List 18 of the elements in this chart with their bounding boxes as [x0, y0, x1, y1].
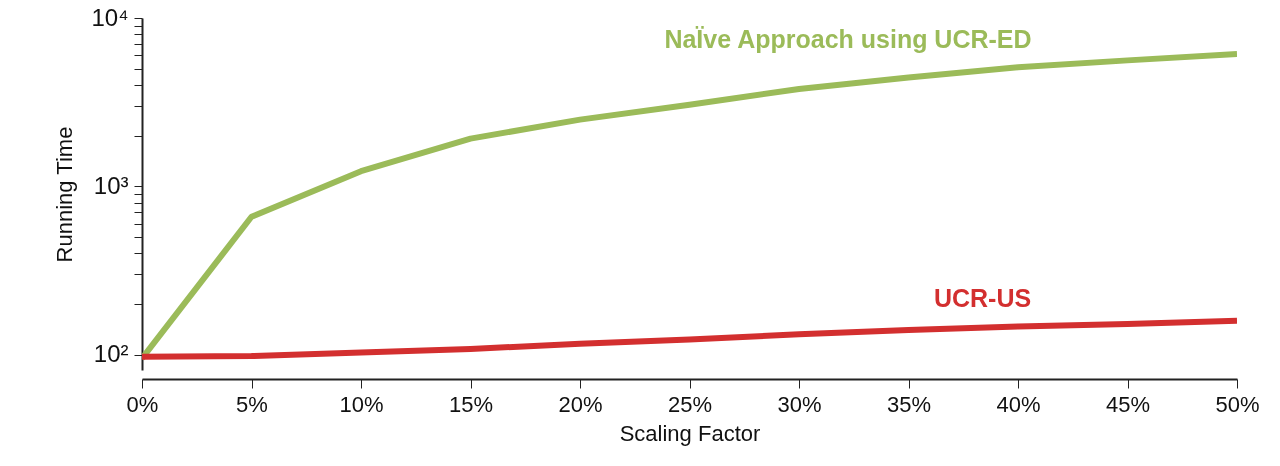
x-tick-label: 15% [448, 391, 494, 417]
series-label: UCR-US [933, 284, 1032, 312]
x-tick-label: 5% [236, 391, 268, 417]
x-tick-label: 40% [996, 391, 1041, 417]
y-tick-label: 10⁴ [91, 3, 129, 31]
x-tick-label: 30% [777, 391, 822, 417]
y-axis-title: Running Time [52, 126, 78, 263]
y-tick-label: 10³ [93, 171, 129, 199]
y-tick-label: 10² [93, 340, 129, 368]
x-tick-label: 25% [667, 391, 713, 417]
x-tick-label: 35% [886, 391, 932, 417]
x-tick-label: 20% [558, 391, 603, 417]
x-tick-label: 10% [339, 391, 384, 417]
x-tick-label: 50% [1215, 391, 1260, 417]
x-axis-title: Scaling Factor [619, 420, 761, 446]
x-tick-label: 0% [126, 391, 159, 417]
series-label: NaÏve Approach using UCR-ED [664, 24, 1032, 53]
x-tick-label: 45% [1105, 391, 1151, 417]
